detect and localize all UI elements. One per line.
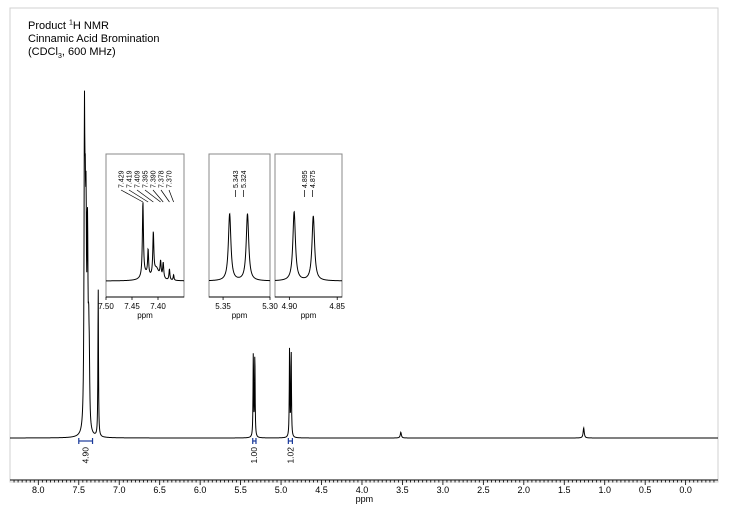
peak-label-connector	[128, 189, 149, 203]
integral-value-label: 4.90	[80, 447, 90, 464]
inset-trace	[274, 210, 343, 282]
x-tick-label: 3.5	[396, 485, 409, 495]
x-tick-label: 0.5	[639, 485, 652, 495]
inset-tick-label: 7.45	[124, 302, 140, 311]
title-line-1: Product 1H NMR	[28, 19, 159, 33]
x-axis-label: ppm	[356, 494, 374, 504]
x-tick-label: 7.0	[113, 485, 126, 495]
x-tick-label: 7.5	[73, 485, 86, 495]
x-tick-label: 8.0	[32, 485, 45, 495]
inset-axis-label: ppm	[137, 311, 153, 320]
peak-label-connector	[120, 189, 144, 203]
title-line-1-prefix: Product	[28, 20, 69, 32]
x-tick-label: 1.0	[598, 485, 611, 495]
peak-label-connector	[152, 189, 164, 203]
inset-tick-label: 7.50	[98, 302, 114, 311]
peak-label-connector	[144, 189, 161, 203]
peak-label: 5.343	[233, 170, 240, 188]
peak-label-connector	[136, 189, 154, 203]
x-tick-label: 0.0	[679, 485, 692, 495]
peak-label: 7.429	[119, 170, 126, 188]
peak-label: 7.378	[159, 170, 166, 188]
peak-label: 7.419	[127, 170, 134, 188]
title-line-2: Cinnamic Acid Bromination	[28, 33, 160, 45]
inset-panel: 5.35 5.30 ppm 5.343 5.324	[208, 153, 278, 320]
title-line-1-sup: 1	[68, 19, 73, 27]
inset-tick-label: 5.35	[215, 302, 231, 311]
inset-axis-label: ppm	[301, 311, 317, 320]
peak-label: 4.875	[310, 170, 317, 188]
x-tick-label: 6.0	[194, 485, 207, 495]
inset-frame	[105, 153, 185, 298]
peak-label: 4.895	[302, 170, 309, 188]
peak-label-connector	[160, 189, 170, 203]
inset-tick-label: 5.30	[262, 302, 278, 311]
integral-value-label: 1.00	[249, 447, 259, 464]
x-tick-label: 6.5	[153, 485, 166, 495]
integral-group: 4.90 1.00 1.02	[78, 438, 295, 464]
x-axis: 8.0 7.5 7.0 6.5 6.0 5.5 5.0 4.5 4.0 3.5 3.0 2.5 2.0 1…	[10, 479, 718, 504]
peak-label: 7.409	[135, 170, 142, 188]
x-tick-label: 2.0	[518, 485, 531, 495]
inset-trace	[106, 202, 184, 282]
inset-trace	[208, 212, 271, 282]
peak-label: 7.370	[167, 170, 174, 188]
peak-label: 7.390	[151, 170, 158, 188]
peak-label-connector	[168, 189, 174, 203]
x-tick-label: 3.0	[437, 485, 450, 495]
inset-tick-label: 7.40	[150, 302, 166, 311]
plot-frame	[9, 7, 719, 483]
inset-panel: 4.90 4.85 ppm 4.895 4.875	[274, 153, 346, 320]
x-tick-label: 1.5	[558, 485, 571, 495]
inset-axis-label: ppm	[232, 311, 248, 320]
peak-label: 7.395	[143, 170, 150, 188]
chart-title: Product 1H NMR Cinnamic Acid Bromination…	[28, 19, 160, 61]
x-tick-label: 5.5	[234, 485, 247, 495]
x-tick-label: 2.5	[477, 485, 490, 495]
title-line-1-suffix: H NMR	[72, 20, 109, 32]
title-line-3-sub: 3	[57, 53, 62, 61]
x-tick-label: 4.0	[356, 485, 369, 495]
inset-frame	[208, 153, 271, 298]
inset-tick-label: 4.90	[282, 302, 298, 311]
title-line-3: (CDCl3, 600 MHz)	[28, 46, 159, 61]
x-tick-label: 5.0	[275, 485, 288, 495]
x-tick-label: 4.5	[315, 485, 328, 495]
spectrum-trace	[10, 90, 718, 439]
spectrum-trace-group	[10, 90, 718, 439]
title-line-3-prefix: (CDCl	[28, 46, 58, 58]
inset-tick-label: 4.85	[329, 302, 345, 311]
integral-value-label: 1.02	[285, 447, 295, 464]
peak-label: 5.324	[241, 170, 248, 188]
title-line-3-suffix: , 600 MHz)	[61, 46, 116, 58]
